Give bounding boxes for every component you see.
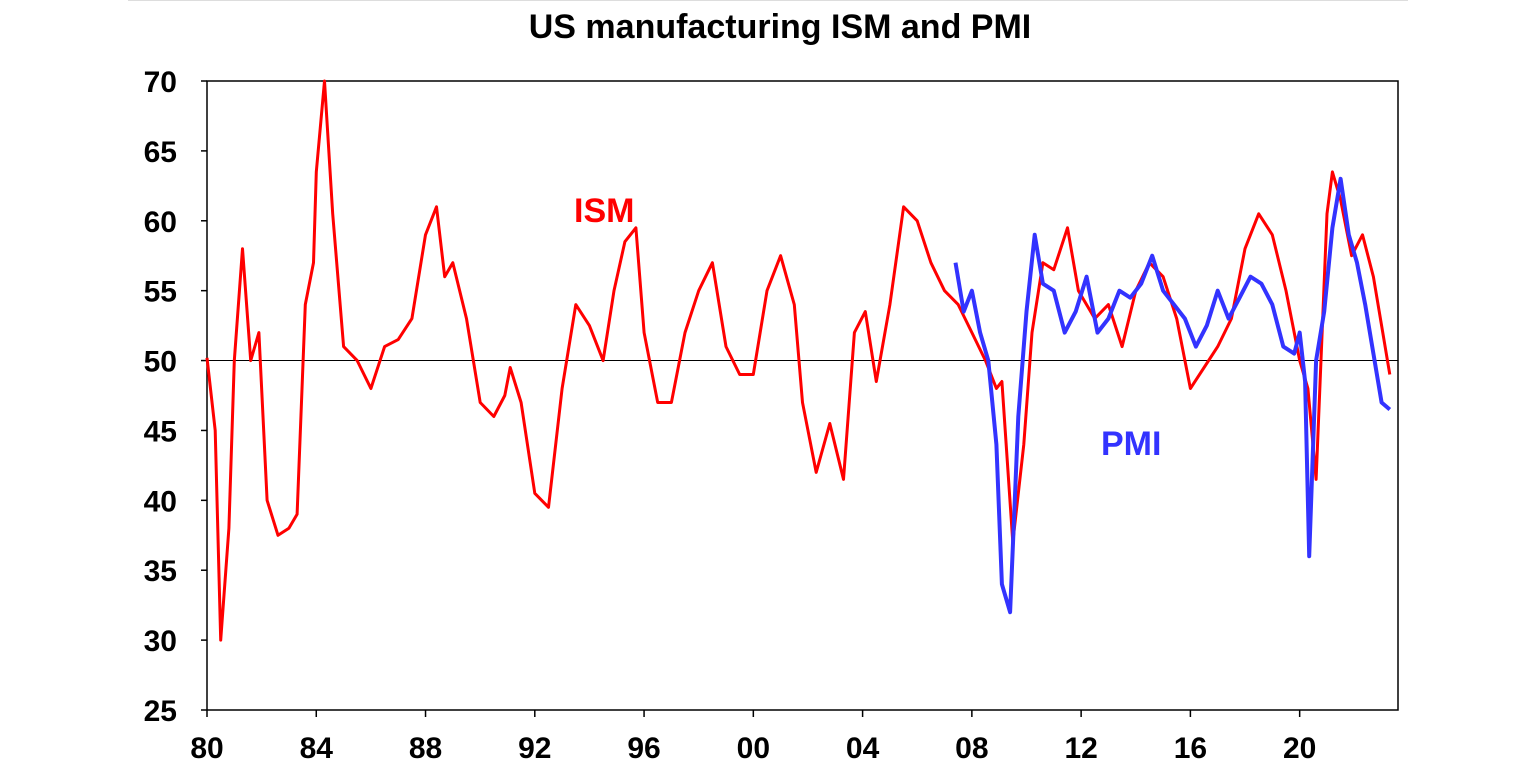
series-line-ism — [205, 79, 1392, 642]
x-axis: 80 84 88 92 96 00 04 08 12 16 20 — [190, 710, 1316, 765]
y-tick-label: 45 — [144, 415, 177, 448]
y-tick-label: 50 — [144, 346, 177, 379]
y-axis: 25 30 35 40 45 50 55 60 65 70 — [144, 66, 207, 728]
y-tick-label: 70 — [144, 66, 177, 99]
series-label-ism: ISM — [574, 192, 634, 230]
y-tick-label: 25 — [144, 695, 177, 728]
y-tick-label: 30 — [144, 625, 177, 658]
x-tick-label: 16 — [1174, 732, 1207, 765]
x-tick-label: 12 — [1064, 732, 1097, 765]
series-label-pmi: PMI — [1101, 425, 1161, 463]
x-tick-label: 80 — [190, 732, 223, 765]
x-tick-label: 04 — [846, 732, 880, 765]
y-tick-label: 35 — [144, 555, 177, 588]
y-tick-label: 55 — [144, 276, 177, 309]
y-tick-label: 40 — [144, 485, 177, 518]
x-tick-label: 96 — [627, 732, 660, 765]
x-tick-label: 92 — [518, 732, 551, 765]
x-tick-label: 00 — [737, 732, 770, 765]
y-tick-label: 60 — [144, 206, 177, 239]
series-group — [205, 79, 1392, 642]
x-tick-label: 08 — [955, 732, 988, 765]
x-tick-label: 20 — [1283, 732, 1316, 765]
y-tick-label: 65 — [144, 136, 177, 169]
x-tick-label: 84 — [300, 732, 334, 765]
top-rule — [128, 0, 1408, 1]
x-tick-label: 88 — [409, 732, 442, 765]
series-line-pmi — [953, 176, 1392, 615]
chart-title: US manufacturing ISM and PMI — [528, 8, 1032, 46]
